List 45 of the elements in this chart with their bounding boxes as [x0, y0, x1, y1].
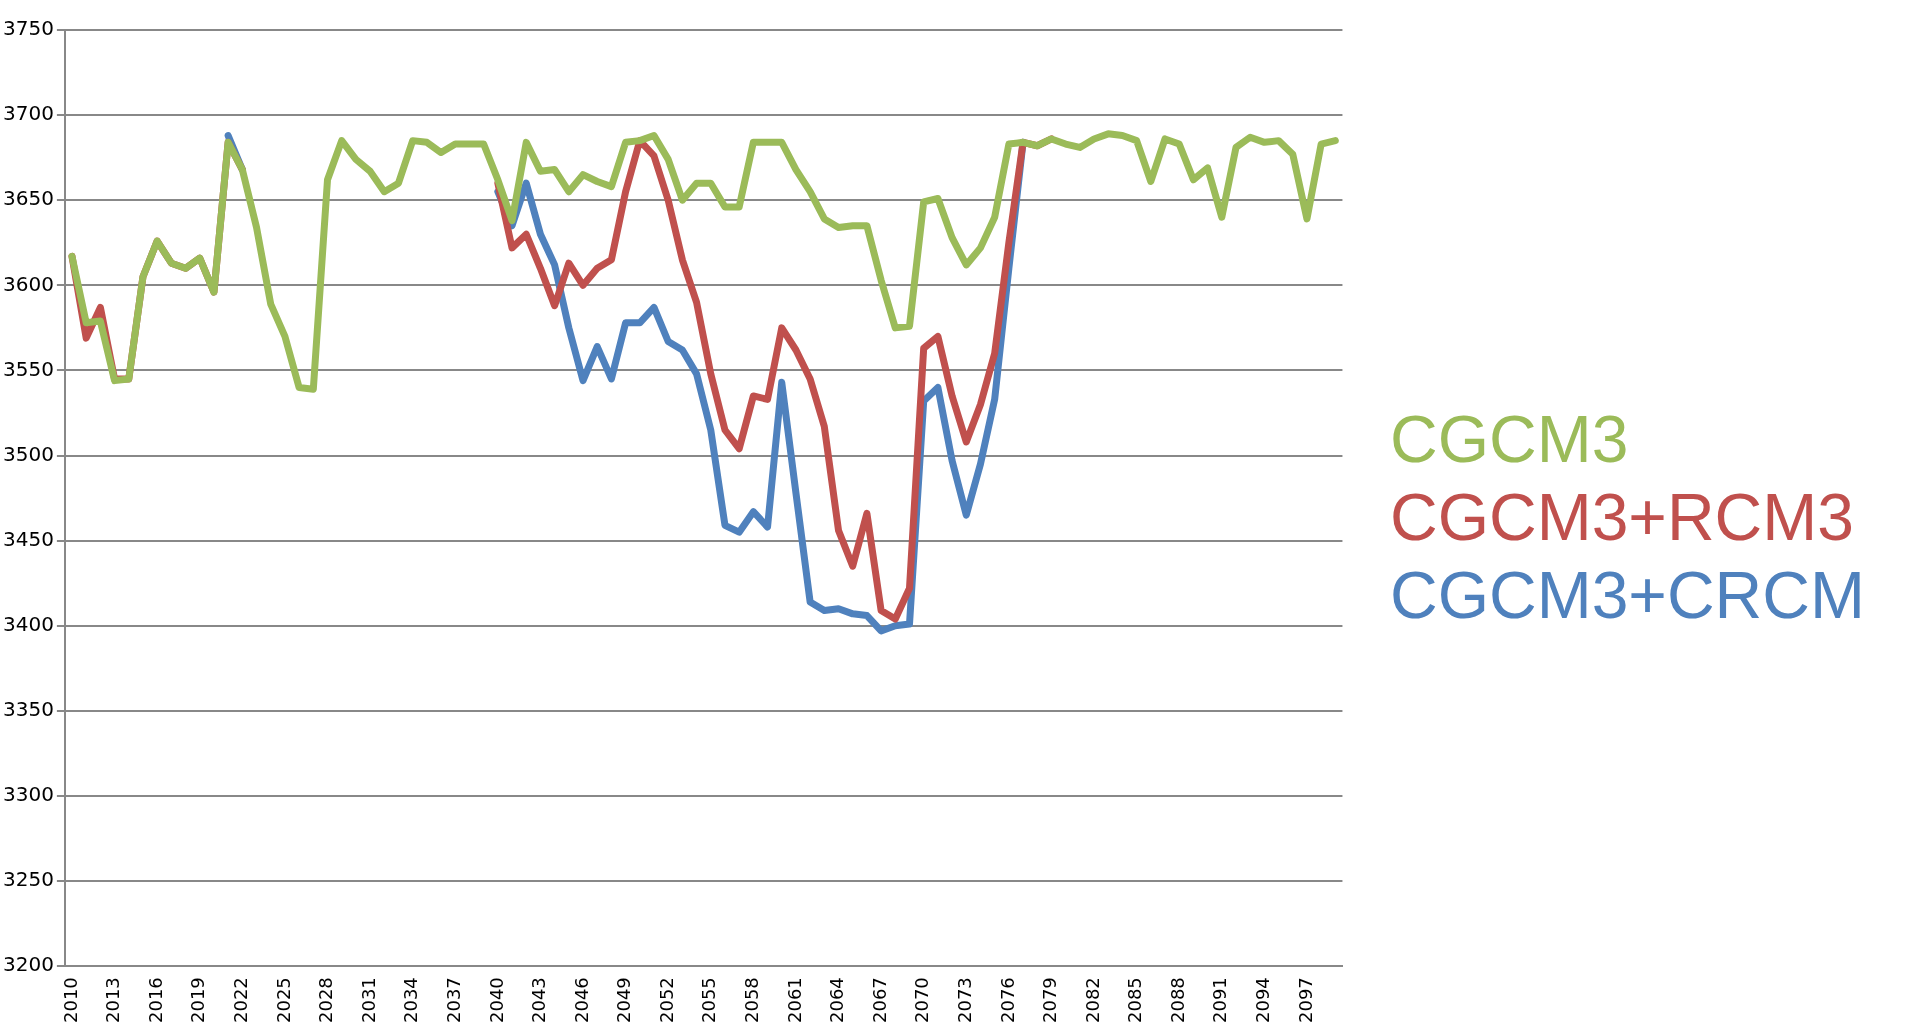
x-tick-label: 2049: [613, 977, 635, 1023]
y-tick-label: 3250: [2, 867, 54, 892]
x-tick-label: 2061: [783, 977, 805, 1023]
x-tick-label: 2088: [1166, 977, 1188, 1023]
y-tick-label: 3200: [2, 952, 54, 977]
x-tick-label: 2055: [698, 977, 720, 1023]
x-tick-label: 2094: [1252, 977, 1274, 1023]
x-tick-label: 2040: [485, 977, 507, 1023]
text: CGCM3+RCM3: [1390, 479, 1855, 556]
y-tick-label: 3450: [2, 526, 54, 551]
x-tick-label: 2058: [741, 977, 763, 1023]
y-tick-label: 3300: [2, 782, 54, 807]
x-tick-label: 2091: [1209, 977, 1231, 1023]
x-tick-label: 2037: [442, 977, 464, 1023]
x-tick-label: 2085: [1124, 977, 1146, 1023]
x-tick-label: 2079: [1039, 977, 1061, 1023]
y-tick-label: 3400: [2, 611, 54, 636]
x-tick-label: 2028: [315, 977, 337, 1023]
y-tick-label: 3500: [2, 441, 54, 466]
y-tick-label: 3750: [2, 16, 54, 41]
x-tick-label: 2046: [570, 977, 592, 1023]
x-tick-label: 2010: [59, 977, 81, 1023]
x-tick-label: 2025: [272, 977, 294, 1023]
y-tick-label: 3600: [2, 271, 54, 296]
x-tick-label: 2031: [357, 977, 379, 1023]
x-tick-label: 2073: [953, 977, 975, 1023]
x-tick-label: 2022: [230, 977, 252, 1023]
x-tick-label: 2067: [868, 977, 890, 1023]
x-tick-label: 2034: [400, 977, 422, 1023]
y-tick-label: 3350: [2, 697, 54, 722]
y-tick-label: 3650: [2, 186, 54, 211]
x-tick-label: 2082: [1081, 977, 1103, 1023]
x-tick-label: 2070: [911, 977, 933, 1023]
x-tick-label: 2019: [187, 977, 209, 1023]
text: CGCM3+CRCM: [1390, 557, 1865, 634]
y-tick-label: 3550: [2, 356, 54, 381]
x-tick-label: 2013: [102, 977, 124, 1023]
x-tick-label: 2076: [996, 977, 1018, 1023]
x-tick-label: 2043: [528, 977, 550, 1023]
x-tick-label: 2016: [144, 977, 166, 1023]
y-tick-label: 3700: [2, 101, 54, 126]
x-tick-label: 2052: [655, 977, 677, 1023]
x-tick-label: 2064: [826, 977, 848, 1023]
x-tick-label: 2097: [1294, 977, 1316, 1023]
text: CGCM3: [1390, 401, 1630, 478]
